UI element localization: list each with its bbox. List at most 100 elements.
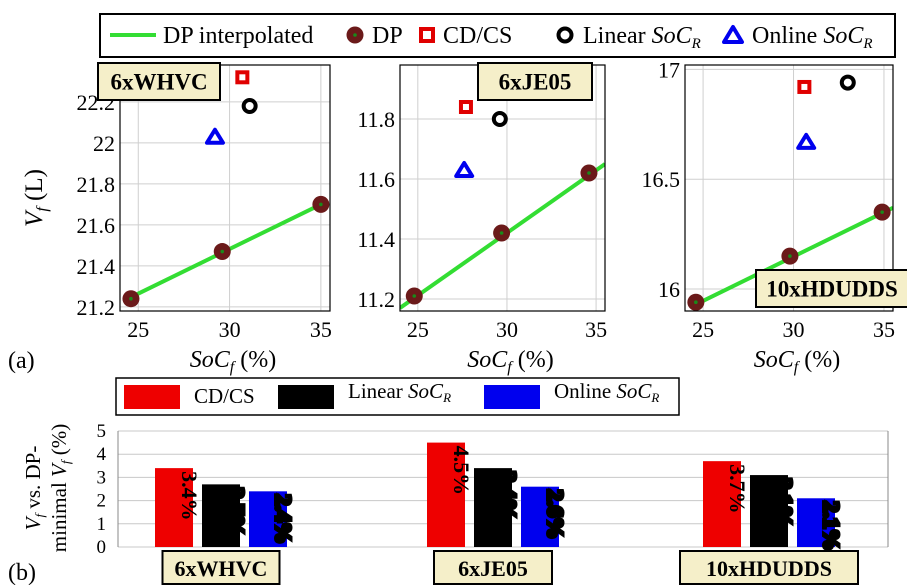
legend-cdcs-label: CD/CS (443, 23, 512, 49)
dp-point-center (499, 231, 504, 235)
dp-point-center (220, 249, 225, 254)
dp-point-center (587, 171, 591, 175)
bar-value-label: 2.6% (543, 490, 568, 540)
linear-soc-point (241, 98, 258, 114)
bottom-y-axis-label-line1: Vf vs. DP- (21, 446, 47, 531)
legend-bar-cdcs-label: CD/CS (194, 384, 255, 408)
y-tick-label: 3 (97, 467, 107, 488)
plot-frame (684, 64, 894, 312)
legend-linear-marker (556, 26, 574, 44)
x-tick-label: 25 (407, 317, 429, 342)
cdcs-point (458, 100, 473, 114)
panel-title: 6xWHVC (110, 70, 207, 95)
dp-point-center (788, 254, 792, 258)
bar (474, 468, 512, 547)
bottom-y-axis-label-line2: minimal Vf (%) (47, 424, 73, 552)
legend-bar-cdcs-swatch (124, 385, 180, 409)
x-tick-label: 35 (873, 317, 895, 342)
legend-bar-online-swatch (484, 385, 540, 409)
x-tick-label: 25 (692, 317, 714, 342)
bottom-legend: CD/CS Linear SoCR Online SoCR (115, 377, 680, 416)
y-tick-label: 21.8 (77, 172, 116, 197)
category-label: 6xJE05 (458, 556, 528, 581)
bar-value-label: 2.7% (224, 487, 249, 537)
dp-point-center (319, 202, 323, 207)
legend-linear-label: Linear SoCR (583, 23, 701, 52)
bar-value-label: 3.7% (725, 464, 750, 514)
bar (703, 461, 741, 547)
y-tick-label: 11.6 (357, 167, 395, 192)
online-soc-point (454, 161, 475, 178)
category-label: 6xWHVC (175, 556, 268, 581)
y-tick-label: 11.8 (357, 107, 395, 132)
legend-bar-online-label: Online SoCR (554, 379, 659, 405)
x-axis-label: SoCf (%) (467, 347, 553, 376)
y-tick-label: 21.4 (77, 254, 116, 279)
y-tick-label: 2 (97, 491, 107, 512)
x-tick-label: 30 (219, 317, 241, 342)
x-axis-label: SoCf (%) (190, 347, 276, 376)
bar-value-label: 2.1% (819, 501, 844, 551)
dp-point-center (694, 300, 698, 305)
online-soc-point (796, 132, 817, 150)
x-tick-label: 35 (310, 317, 332, 342)
y-tick-label: 0 (97, 537, 107, 558)
x-tick-label: 35 (585, 317, 607, 342)
bar-value-label: 4.5% (449, 446, 474, 496)
category-label-box (679, 550, 859, 585)
panel-title: 6xJE05 (499, 70, 572, 95)
dp-point-center (880, 210, 884, 214)
panel-label-b: (b) (8, 560, 36, 585)
y-tick-label: 5 (97, 421, 107, 442)
bar-value-label: 3.1% (772, 478, 797, 527)
dp-point-center (129, 296, 133, 301)
bar (427, 442, 465, 547)
bar (521, 486, 559, 547)
legend-online-marker (722, 25, 744, 44)
panel-title-box (97, 62, 221, 101)
legend-bar-linear-label: Linear SoCR (348, 379, 451, 405)
y-tick-label: 16.5 (642, 167, 681, 192)
y-tick-label: 4 (97, 444, 107, 465)
legend-dp-interpolated-label: DP interpolated (163, 23, 313, 49)
bar (155, 468, 193, 547)
cdcs-point (235, 70, 250, 85)
y-tick-label: 1 (97, 514, 107, 535)
scatter-panel-3: 25 30 35 16 16.5 17 SoCf (%) 10xHDUDDS (642, 57, 907, 376)
dp-point-center (412, 294, 417, 298)
bar (249, 491, 287, 547)
x-axis-label: SoCf (%) (754, 347, 840, 376)
legend-cdcs-marker (419, 27, 435, 43)
top-y-axis-label: Vf (L) (21, 169, 51, 227)
bar (202, 484, 240, 547)
x-tick-label: 30 (783, 317, 805, 342)
top-legend: DP interpolated DP CD/CS Linear SoCR Onl… (99, 13, 896, 58)
bar-value-label: 2.4% (271, 494, 296, 544)
panel-title: 10xHDUDDS (766, 277, 898, 302)
x-tick-label: 30 (496, 317, 518, 342)
panel-label-a: (a) (8, 348, 35, 374)
cdcs-point (797, 79, 812, 94)
legend-dp-label: DP (372, 23, 403, 49)
y-tick-label: 21.2 (77, 295, 116, 320)
y-tick-label: 11.4 (357, 227, 395, 252)
y-tick-label: 21.6 (77, 213, 116, 238)
plot-frame (119, 64, 331, 312)
x-tick-label: 25 (127, 317, 149, 342)
bar (797, 498, 835, 547)
panel-title-box (755, 269, 907, 308)
category-label-box (161, 550, 281, 585)
y-tick-label: 11.2 (357, 287, 395, 312)
legend-online-label: Online SoCR (752, 23, 873, 52)
panel-title-box (477, 62, 593, 101)
legend-dp-marker-dot (353, 33, 357, 37)
top-legend-frame (99, 13, 896, 58)
category-label: 10xHDUDDS (706, 556, 832, 581)
y-tick-label: 22 (93, 131, 115, 156)
linear-soc-point (839, 74, 856, 91)
category-label-box (433, 550, 553, 585)
bar-panel: 012 345 3.4% 2.7% 2.4%6xWHVC 4.5% 3.4% 2.6% 6xJE… (97, 421, 889, 585)
